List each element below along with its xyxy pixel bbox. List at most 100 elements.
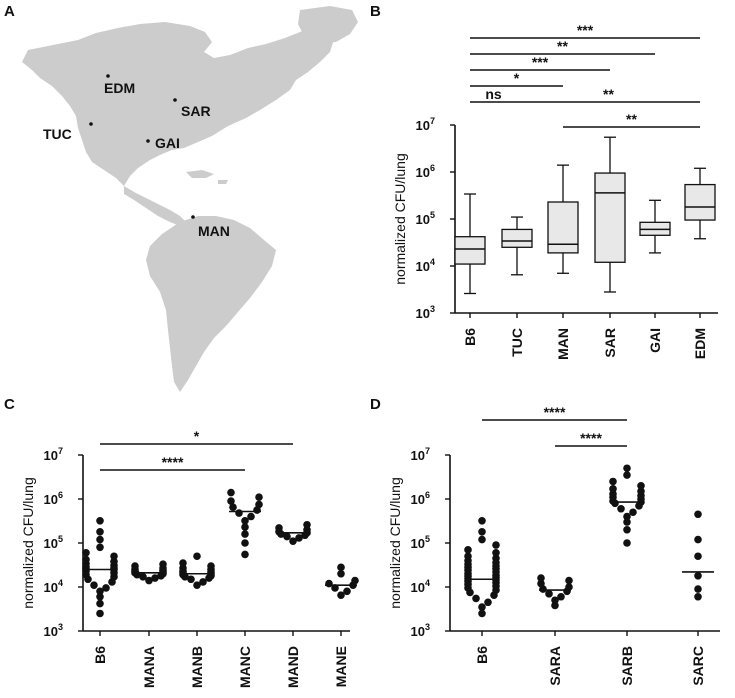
y-tick-label: 103 [44, 622, 63, 639]
data-point-sarb [623, 464, 631, 473]
category-label-b6: B6 [462, 328, 478, 346]
data-point-sara [537, 574, 545, 582]
y-tick-label: 105 [416, 210, 435, 227]
data-point-sarb [629, 508, 637, 517]
box-tuc [501, 228, 533, 248]
data-point-b6 [478, 535, 486, 544]
data-point-sara [551, 596, 559, 605]
data-point-manc [235, 509, 243, 517]
data-point-b6 [110, 552, 118, 561]
location-dot-tuc [89, 122, 93, 126]
data-point-sara [565, 576, 573, 585]
y-axis-label-c: normalized CFU/lung [20, 477, 36, 609]
data-point-mand [289, 537, 297, 545]
location-label-gai: GAI [155, 135, 180, 151]
data-point-mana [159, 560, 167, 568]
greenland-landmass [298, 6, 358, 44]
significance-label: **** [580, 430, 602, 446]
category-label-man: MAN [555, 328, 571, 360]
panel-d-scatter: D normalized CFU/lung 103 104 105 106 107 B6 S… [370, 396, 720, 686]
location-dot-sar [173, 98, 177, 102]
data-point-mana [139, 573, 147, 581]
data-point-b6 [82, 548, 90, 557]
data-point-mand [283, 532, 291, 541]
box-man [547, 201, 579, 254]
data-point-sara [557, 592, 565, 601]
data-point-manb [187, 575, 195, 584]
y-tick-label: 107 [416, 116, 435, 133]
data-point-b6 [464, 552, 472, 561]
data-point-manc [241, 539, 249, 547]
significance-label: * [514, 70, 520, 86]
data-point-sarb [623, 539, 631, 547]
data-point-b6 [484, 598, 492, 607]
panel-c-scatter: C normalized CFU/lung 103 104 105 106 107 B6 M… [4, 396, 359, 688]
data-point-mane [337, 563, 345, 572]
data-point-mane [351, 576, 359, 585]
panel-letter-b: B [370, 3, 381, 20]
data-point-b6 [82, 555, 90, 564]
data-point-manc [255, 493, 263, 501]
data-point-mand [303, 520, 311, 529]
y-axis-label-d: normalized CFU/lung [387, 477, 403, 609]
data-point-manc [241, 516, 249, 525]
data-point-b6 [478, 516, 486, 525]
category-label-sarc: SARC [690, 646, 706, 686]
y-tick-label: 105 [44, 534, 63, 551]
significance-label: ** [557, 38, 568, 54]
north-america-landmass [22, 22, 335, 186]
data-point-mana [145, 576, 153, 585]
data-point-b6 [96, 599, 104, 608]
americas-map [22, 6, 358, 392]
data-point-b6 [96, 609, 104, 618]
data-point-sara [545, 590, 553, 598]
data-point-sarb [637, 487, 645, 496]
category-label-mane: MANE [333, 646, 349, 687]
data-point-b6 [96, 592, 104, 601]
data-point-sarc [694, 571, 702, 580]
location-label-tuc: TUC [43, 126, 72, 142]
data-point-b6 [96, 535, 104, 544]
data-point-manb [207, 562, 215, 570]
data-point-b6 [110, 557, 118, 566]
y-tick-label: 106 [416, 163, 435, 180]
category-label-sarb: SARB [619, 646, 635, 686]
data-point-manc [241, 530, 249, 538]
box-b6 [454, 236, 486, 265]
category-label-mand: MAND [285, 646, 301, 688]
data-point-sarc [694, 585, 702, 593]
data-point-b6 [90, 581, 98, 589]
y-tick-label: 106 [44, 490, 63, 507]
plot-area-d: 103 104 105 106 107 B6 SARA SARB SARC **** **** [411, 404, 720, 686]
y-tick-label: 105 [411, 534, 430, 551]
y-tick-label: 104 [44, 578, 63, 595]
data-point-mand [275, 524, 283, 532]
data-point-b6 [478, 609, 486, 618]
data-point-manc [229, 503, 237, 512]
data-point-mane [337, 569, 345, 578]
y-tick-label: 107 [44, 446, 63, 463]
data-point-mand [295, 534, 303, 542]
data-point-b6 [102, 584, 110, 592]
data-point-sara [565, 583, 573, 591]
caribbean-islands [186, 170, 228, 184]
data-point-sarb [623, 512, 631, 521]
data-point-b6 [492, 548, 500, 557]
category-label-manb: MANB [189, 646, 205, 688]
y-tick-label: 107 [411, 446, 430, 463]
data-point-manc [247, 512, 255, 521]
y-tick-label: 103 [411, 622, 430, 639]
data-point-sarb [609, 485, 617, 493]
data-point-b6 [492, 541, 500, 549]
data-point-b6 [96, 527, 104, 536]
data-point-b6 [472, 594, 480, 603]
panel-a-map: A EDM SAR TUC GAI MAN [4, 3, 358, 392]
data-point-mane [337, 591, 345, 600]
location-label-edm: EDM [104, 80, 135, 96]
significance-label: ** [626, 111, 637, 127]
data-point-sarc [694, 592, 702, 601]
data-point-b6 [478, 603, 486, 611]
significance-label: ns [485, 86, 502, 102]
location-label-man: MAN [198, 223, 230, 239]
